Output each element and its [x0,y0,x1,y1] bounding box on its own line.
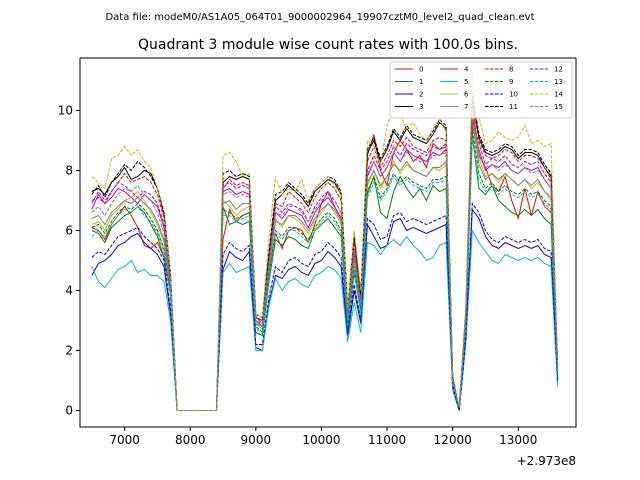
y-tick-label: 8 [65,164,73,178]
series-line-2 [91,208,559,411]
legend-label-5: 5 [464,78,468,86]
series-line-4 [91,125,559,411]
legend-label-0: 0 [419,66,423,74]
y-tick-label: 4 [65,284,73,298]
legend-label-14: 14 [554,91,563,99]
legend-label-9: 9 [509,78,513,86]
x-tick-label: 12000 [434,433,472,447]
legend-label-6: 6 [464,91,469,99]
y-tick-label: 10 [58,104,73,118]
series-line-7 [91,119,559,411]
legend-label-13: 13 [554,78,563,86]
y-tick-label: 6 [65,224,73,238]
legend-label-10: 10 [509,91,518,99]
axes-frame [79,57,577,428]
legend-label-3: 3 [419,103,423,111]
legend-label-12: 12 [554,66,563,74]
legend-label-1: 1 [419,78,423,86]
series-line-12 [91,119,559,411]
x-offset-label: +2.973e8 [517,454,576,468]
chart-title: Quadrant 3 module wise count rates with … [138,37,518,53]
legend-box [389,61,573,119]
legend-label-4: 4 [464,66,469,74]
plot-area: 7000 8000 9000 10000 11000 12000 13000 0246810… [58,57,577,468]
series-line-13 [91,137,559,411]
legend-label-11: 11 [509,103,518,111]
x-tick-label: 8000 [175,433,206,447]
legend-label-7: 7 [464,103,468,111]
legend-label-2: 2 [419,91,423,99]
x-tick-label: 13000 [499,433,537,447]
series-line-5 [91,228,559,411]
y-tick-label: 2 [65,344,73,358]
x-tick-label: 7000 [109,433,140,447]
series-line-9 [91,128,559,411]
x-tick-label: 11000 [368,433,406,447]
series-lines [91,74,559,411]
series-line-10 [91,202,559,411]
series-line-6 [91,116,559,411]
series-line-14 [91,74,559,411]
data-file-label: Data file: modeM0/AS1A05_064T01_90000029… [105,12,534,23]
legend-label-15: 15 [554,103,563,111]
x-tick-label: 9000 [241,433,272,447]
legend-label-8: 8 [509,66,513,74]
x-tick-label: 10000 [302,433,340,447]
y-tick-label: 0 [65,404,73,418]
y-axis: 0 2 4 6 8 10 [58,104,80,418]
series-line-15 [91,113,559,411]
x-axis: 7000 8000 9000 10000 11000 12000 13000 [109,427,537,447]
